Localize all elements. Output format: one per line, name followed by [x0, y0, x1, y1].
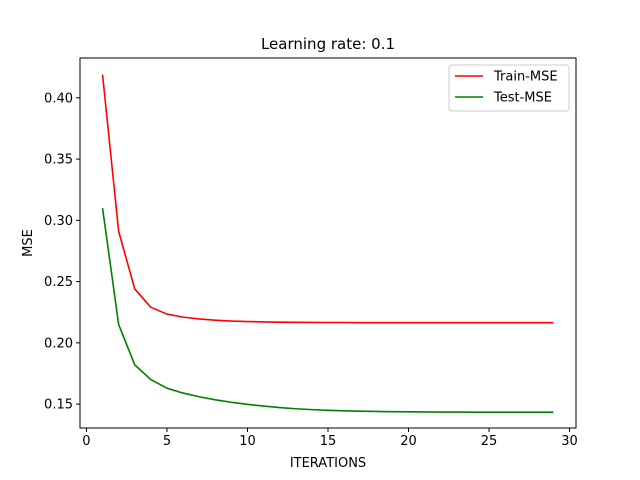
y-tick-label: 0.35 [44, 153, 73, 168]
x-tick-label: 30 [561, 434, 578, 449]
y-tick-label: 0.20 [44, 336, 73, 351]
y-tick-label: 0.25 [44, 275, 73, 290]
x-axis-title: ITERATIONS [290, 456, 366, 471]
y-tick-label: 0.30 [44, 214, 73, 229]
x-tick-label: 20 [400, 434, 417, 449]
legend-label-test-mse: Test-MSE [493, 91, 552, 106]
x-tick-label: 15 [320, 434, 337, 449]
series-line-train-mse [101, 74, 554, 324]
chart-title: Learning rate: 0.1 [261, 35, 395, 53]
plot-frame [79, 57, 577, 429]
x-tick-label: 5 [163, 434, 171, 449]
y-tick-label: 0.40 [44, 91, 73, 106]
plot-area: 0 5 10 15 20 25 30 0.15 0.20 0.25 0.30 0.35 0.40 [44, 74, 578, 449]
x-tick-label: 25 [481, 434, 498, 449]
legend: Train-MSE Test-MSE [448, 64, 570, 112]
legend-label-train-mse: Train-MSE [493, 70, 558, 85]
y-tick-label: 0.15 [44, 398, 73, 413]
y-axis-title: MSE [21, 229, 36, 257]
series-line-test-mse [101, 207, 554, 414]
x-tick-label: 10 [239, 434, 256, 449]
x-tick-label: 0 [82, 434, 90, 449]
